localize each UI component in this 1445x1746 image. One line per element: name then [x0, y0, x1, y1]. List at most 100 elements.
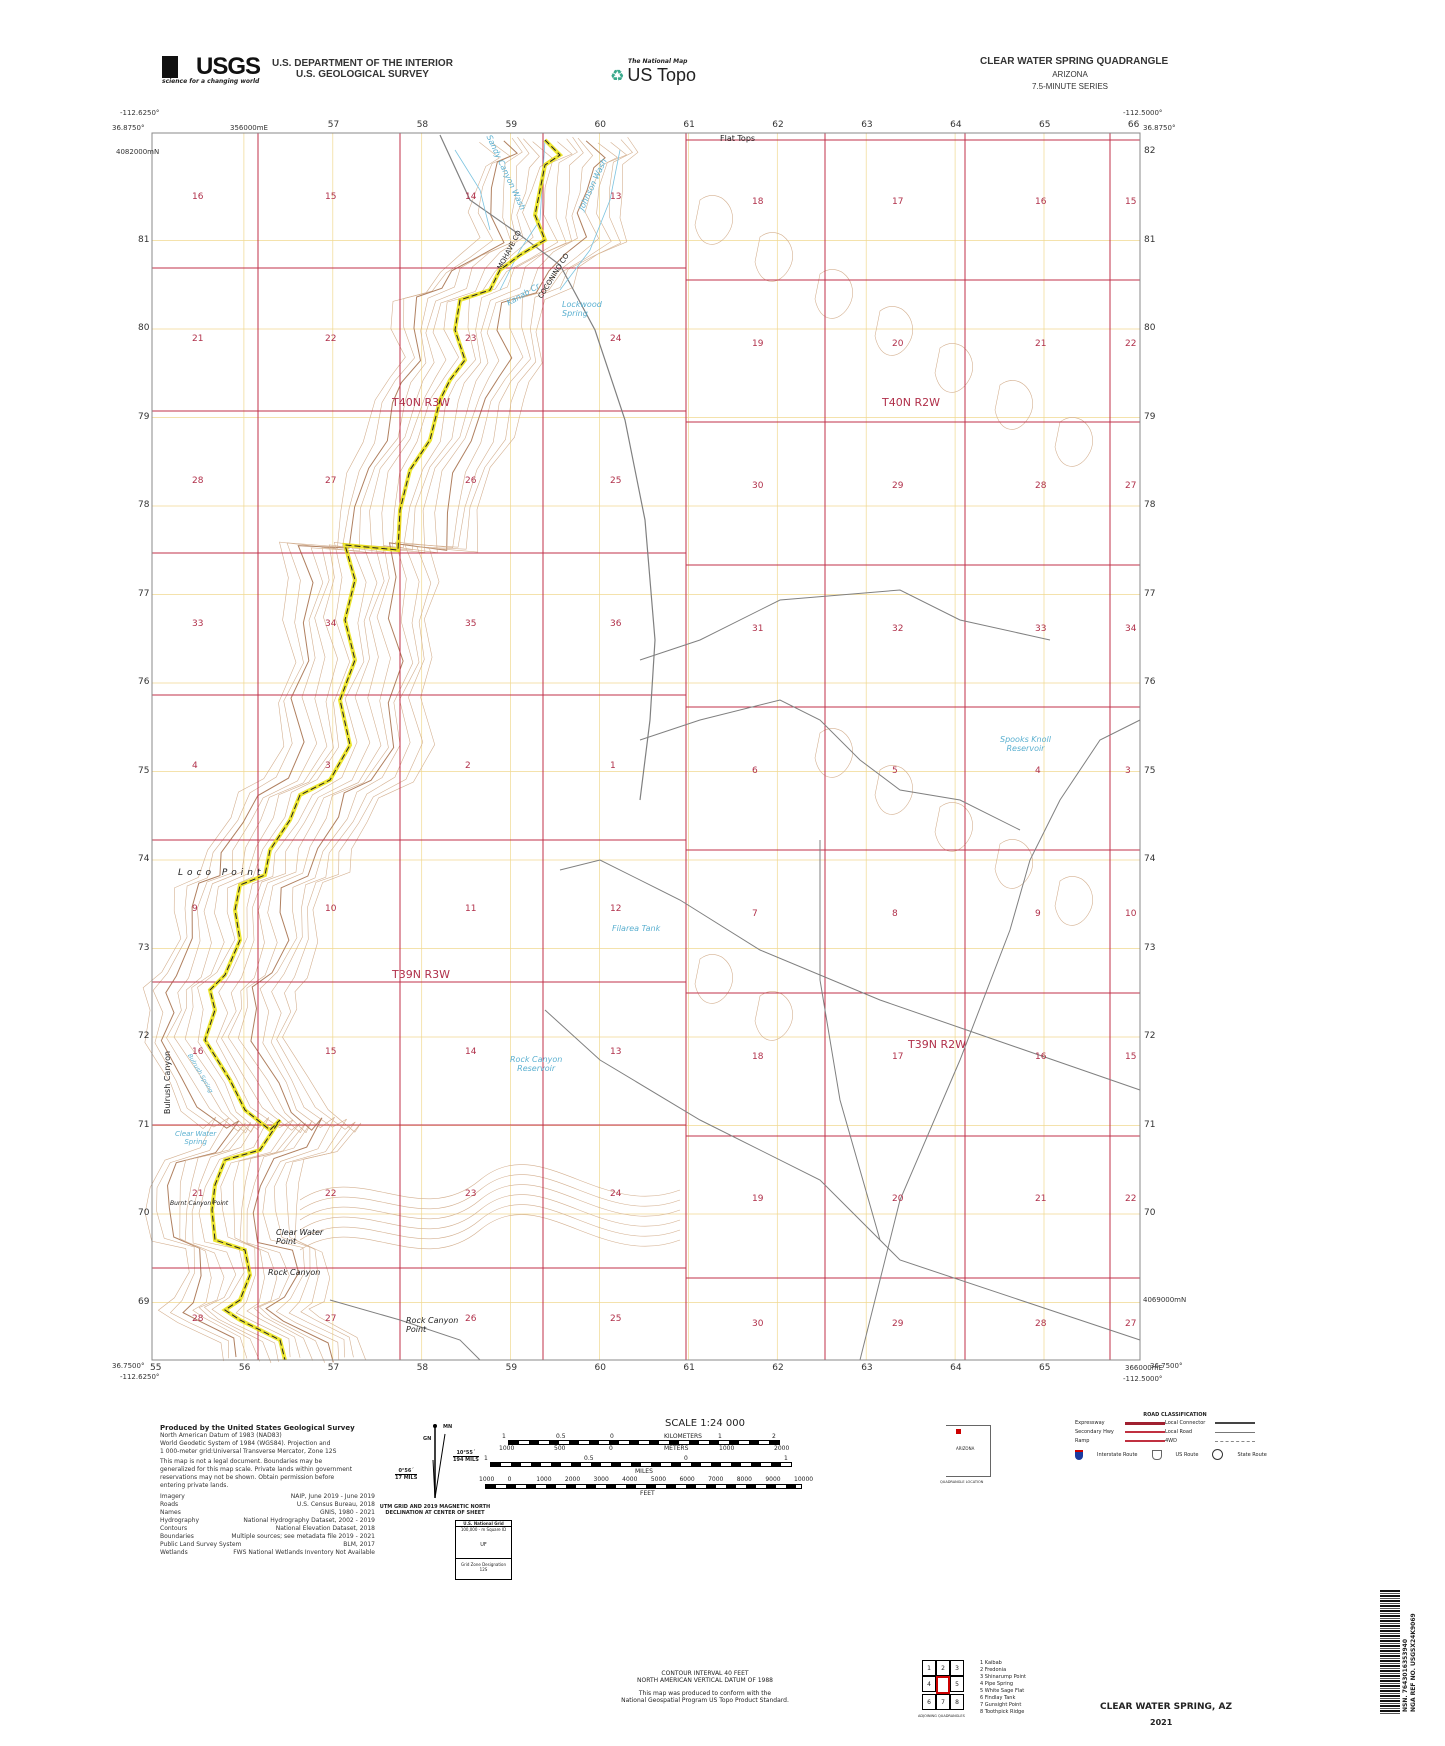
- ne-longitude: -112.5000°: [1123, 109, 1163, 117]
- section-number: 2: [465, 761, 471, 771]
- easting-tick-label: 59: [505, 120, 518, 130]
- section-number: 24: [610, 1189, 622, 1199]
- ne-latitude: 36.8750°: [1143, 124, 1176, 132]
- road-class-label: 4WD: [1165, 1438, 1177, 1444]
- adjoining-quad-name: 4 Pipe Spring: [980, 1681, 1014, 1687]
- contour-line: [221, 138, 578, 1358]
- scale-tick-label: 1000: [479, 1476, 495, 1483]
- adjoining-quadrangles-list: 1 Kaibab 2 Fredonia 3 Shinarump Point 4 Pip…: [980, 1660, 1026, 1716]
- section-number: 27: [325, 1314, 337, 1324]
- section-number: 3: [1125, 766, 1131, 776]
- easting-tick-label: 62: [772, 120, 784, 130]
- road-classification-legend: ROAD CLASSIFICATION Expressway Local Conn…: [1075, 1412, 1275, 1460]
- road-class-label: Local Connector: [1165, 1420, 1206, 1426]
- road-class-label: Secondary Hwy: [1075, 1429, 1114, 1435]
- northing-tick-label: 72: [1144, 1031, 1156, 1041]
- section-number: 25: [610, 476, 622, 486]
- scale-tick-label: 8000: [736, 1476, 752, 1483]
- section-number: 27: [1125, 481, 1137, 491]
- easting-tick-label: 66: [1127, 120, 1140, 130]
- contour-line: [934, 802, 973, 852]
- place-rock-canyon-pt: Rock Canyon Point: [406, 1316, 459, 1334]
- easting-tick-label: 61: [683, 120, 695, 130]
- easting-tick-label: 57: [327, 120, 340, 130]
- easting-tick-label: 65: [1039, 1363, 1051, 1373]
- scale-tick-label: 1: [718, 1433, 722, 1440]
- road-class-symbol: [1215, 1440, 1255, 1442]
- scale-tick-label: 1: [784, 1455, 788, 1462]
- last-easting-label: 366000mE: [1125, 1364, 1163, 1372]
- scale-tick-label: 5000: [650, 1476, 667, 1483]
- department-title: U.S. DEPARTMENT OF THE INTERIOR U.S. GEO…: [272, 58, 453, 80]
- nw-longitude: -112.6250°: [120, 109, 160, 117]
- source-row: Imagery NAIP, June 2019 - June 2019: [160, 1493, 375, 1500]
- sw-longitude: -112.6250°: [120, 1373, 160, 1381]
- adjoining-cell: 4: [922, 1676, 936, 1692]
- scale-tick-label: 6000: [679, 1476, 695, 1483]
- contour-info: CONTOUR INTERVAL 40 FEET NORTH AMERICAN …: [621, 1670, 789, 1704]
- northing-tick-label: 81: [1144, 234, 1156, 245]
- section-number: 30: [752, 1319, 764, 1329]
- section-number: 16: [1035, 1052, 1047, 1062]
- northing-tick-label: 73: [1144, 942, 1156, 953]
- source-row: Hydrography National Hydrography Dataset,…: [160, 1517, 375, 1524]
- label-filarea-tank: Filarea Tank: [612, 924, 661, 933]
- easting-tick-label: 62: [772, 1363, 784, 1373]
- section-number: 26: [465, 1314, 477, 1324]
- quadrangle-title: CLEAR WATER SPRING QUADRANGLE ARIZONA 7.…: [980, 56, 1169, 91]
- quad-location-marker: [956, 1429, 961, 1434]
- adjoining-cell: 8: [950, 1694, 964, 1710]
- section-number: 22: [1125, 339, 1137, 349]
- section-number: 13: [610, 1047, 622, 1057]
- section-number: 25: [610, 1314, 622, 1324]
- scale-tick-label: 2000: [774, 1445, 790, 1452]
- section-number: 18: [752, 197, 764, 207]
- adjoining-quad-name: 5 White Sage Flat: [980, 1688, 1025, 1694]
- scale-bar: [485, 1484, 802, 1489]
- scale-tick-label: 4000: [622, 1476, 638, 1483]
- section-number: 21: [192, 1189, 204, 1199]
- section-number: 14: [465, 1047, 477, 1057]
- road: [544, 1009, 1141, 1341]
- contour-line: [299, 1184, 681, 1221]
- easting-tick-label: 65: [1039, 120, 1051, 130]
- source-row: Public Land Survey System BLM, 2017: [160, 1541, 375, 1548]
- contour-line: [299, 1214, 681, 1251]
- northing-tick-label: 82: [1144, 146, 1156, 156]
- road-class-symbol: [1215, 1422, 1255, 1424]
- easting-tick-label: 61: [683, 1363, 695, 1373]
- sw-latitude: 36.7500°: [112, 1362, 145, 1370]
- section-number: 1: [610, 761, 616, 771]
- section-number: 21: [192, 334, 204, 344]
- scale-tick-label: 0: [610, 1433, 614, 1440]
- section-number: 15: [325, 1047, 337, 1057]
- se-longitude: -112.5000°: [1123, 1375, 1163, 1383]
- section-number: 9: [1035, 909, 1041, 919]
- scale-tick-label: 1: [484, 1455, 488, 1462]
- northing-tick-label: 78: [138, 500, 150, 510]
- quadrangle-location-map: ARIZONA: [946, 1425, 991, 1477]
- section-number: 22: [1125, 1194, 1137, 1204]
- section-number: 16: [1035, 197, 1047, 207]
- adjoining-quad-name: 2 Fredonia: [980, 1667, 1007, 1673]
- scale-tick-label: 0: [609, 1445, 613, 1452]
- section-number: 4: [1035, 766, 1041, 776]
- contour-line: [299, 1194, 681, 1231]
- northing-tick-label: 81: [138, 234, 150, 245]
- northing-tick-label: 74: [1144, 854, 1156, 864]
- source-row: Roads U.S. Census Bureau, 2018: [160, 1501, 375, 1508]
- adjoining-quad-name: 3 Shinarump Point: [980, 1674, 1027, 1680]
- contour-line: [694, 954, 733, 1004]
- section-number: 11: [465, 904, 477, 914]
- road-class-symbol: [1215, 1431, 1255, 1433]
- section-number: 5: [892, 766, 898, 776]
- northing-tick-label: 70: [1144, 1208, 1156, 1218]
- section-number: 21: [1035, 1194, 1047, 1204]
- roads: [329, 134, 1141, 1361]
- easting-tick-label: 60: [594, 120, 606, 130]
- road: [559, 859, 1141, 1091]
- section-number: 22: [325, 1189, 337, 1199]
- usng-box: U.S. National Grid 100,000 - m Square ID…: [455, 1520, 512, 1580]
- contour-line: [152, 142, 511, 1359]
